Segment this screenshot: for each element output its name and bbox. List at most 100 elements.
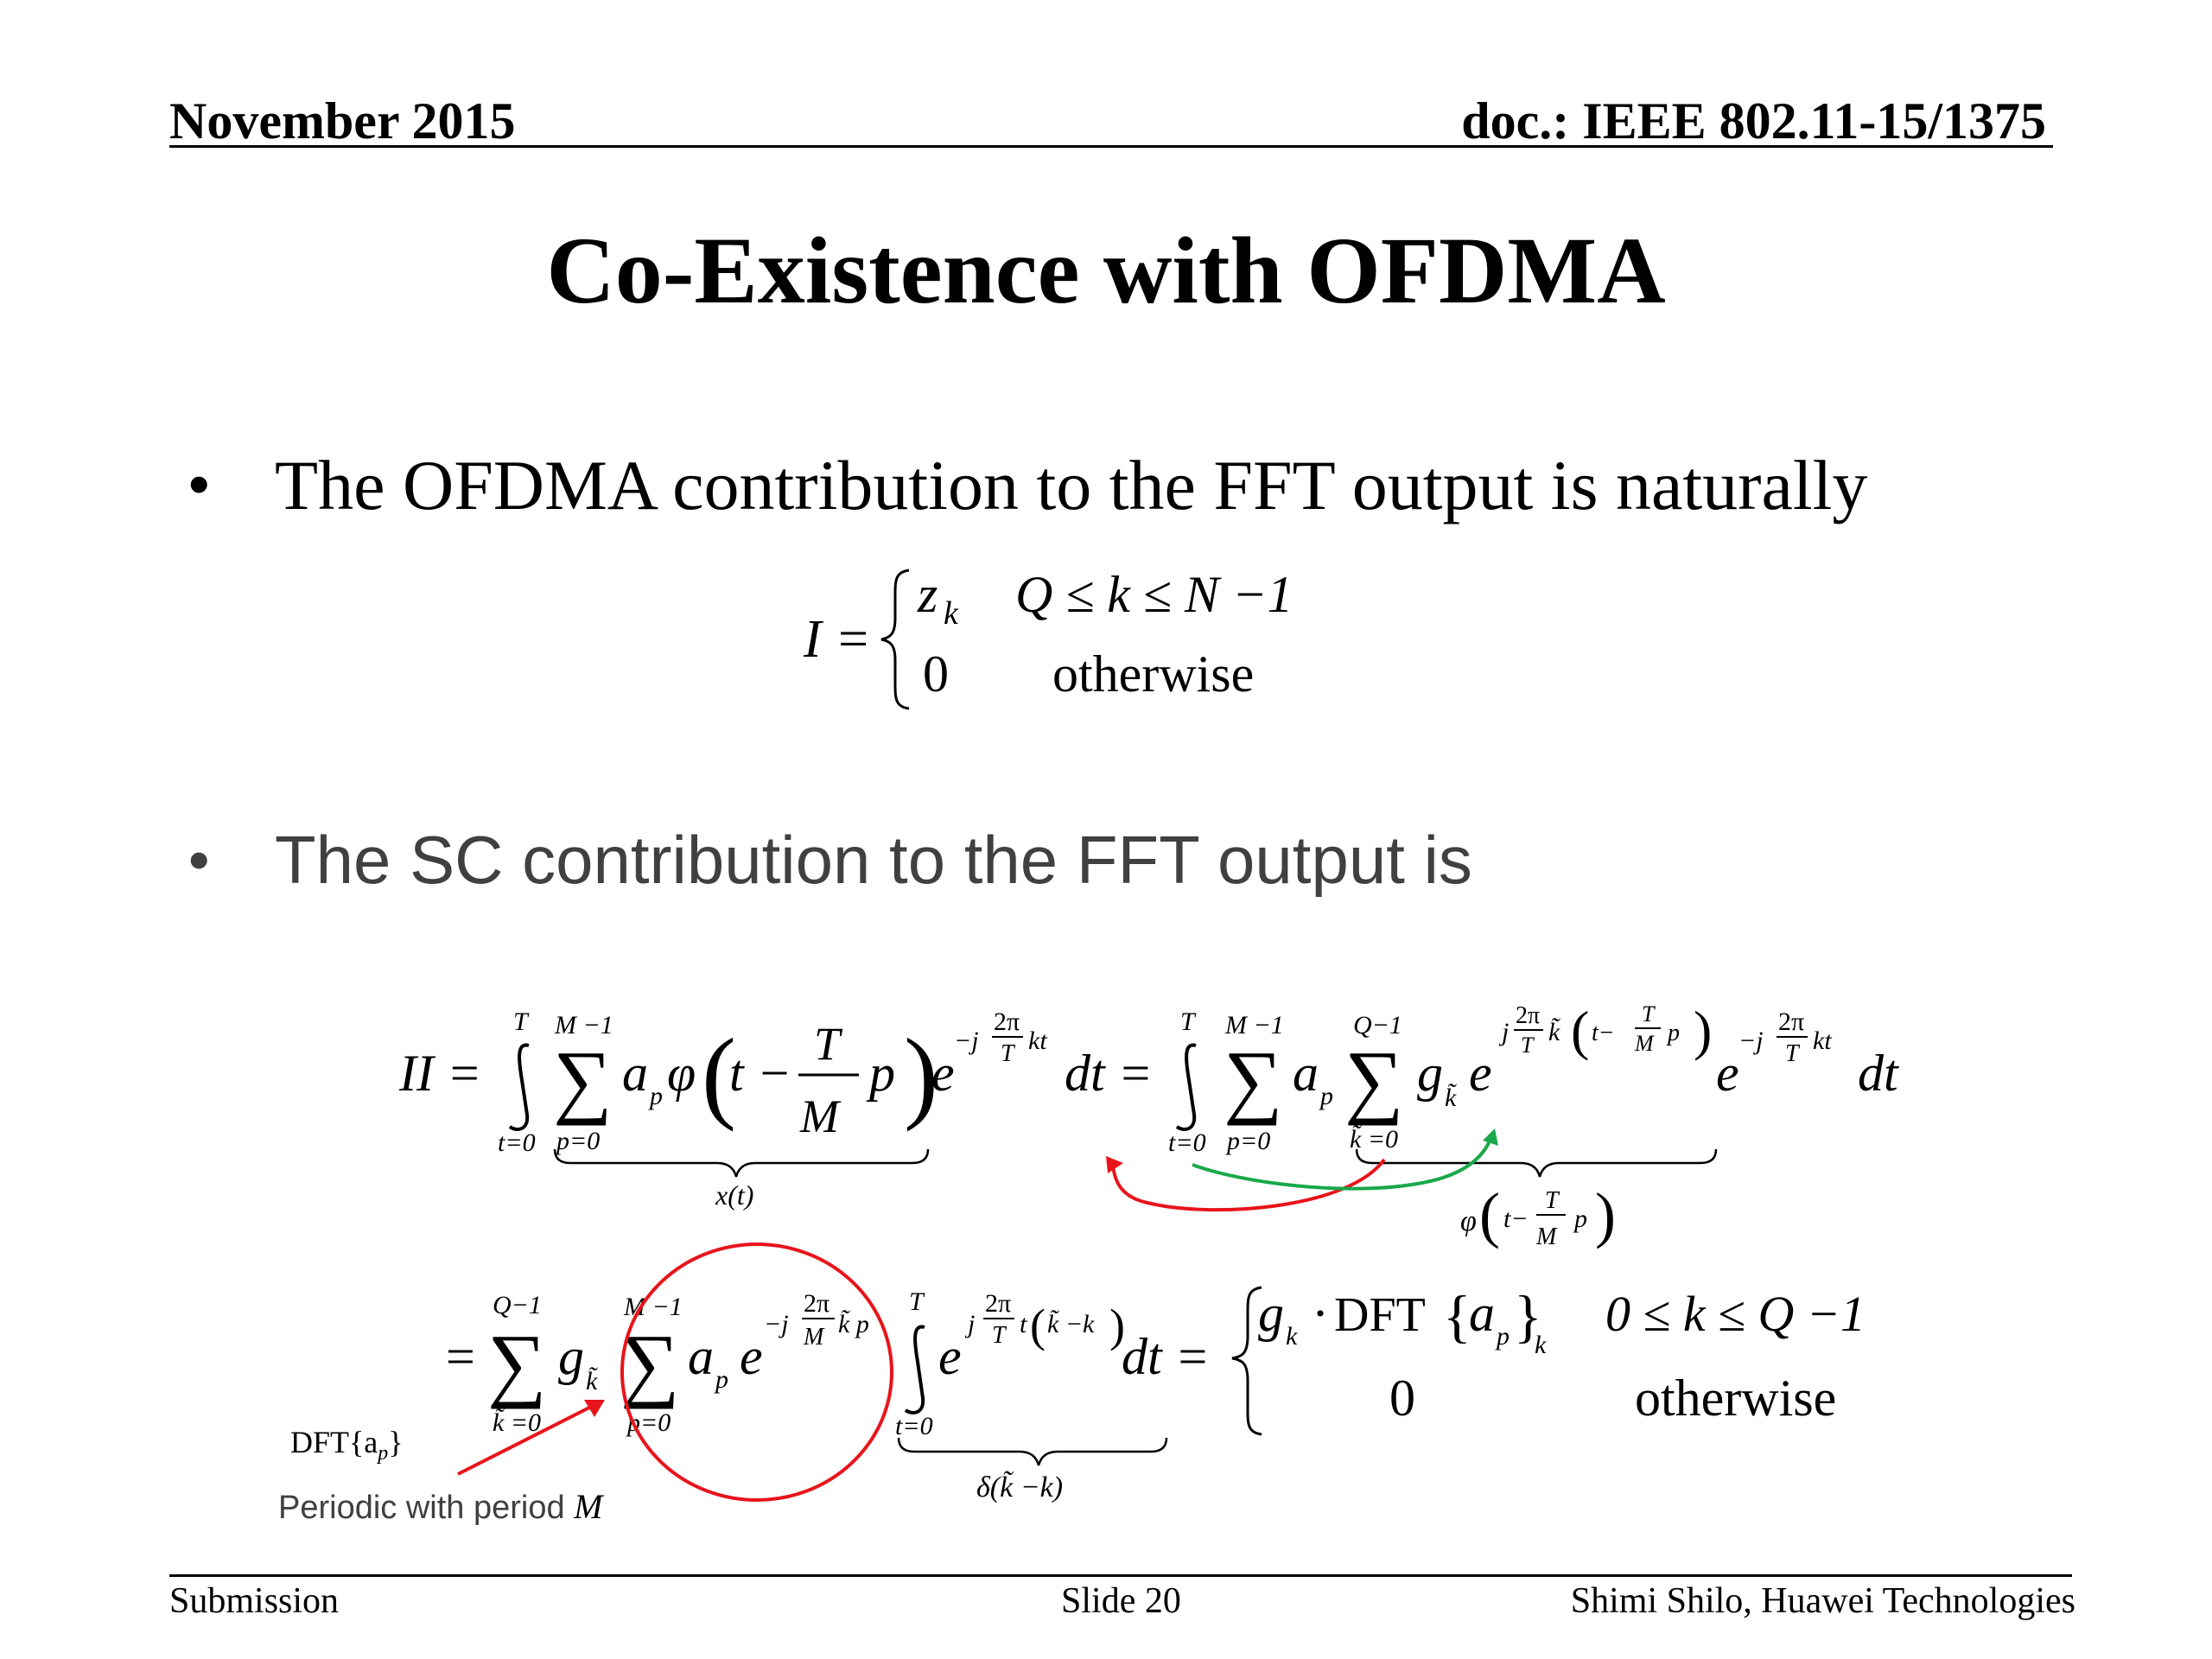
svg-text:∑: ∑ [1344,1033,1403,1126]
svg-text:p: p [866,1045,895,1102]
annotation-periodic: Periodic with period M [278,1487,603,1526]
svg-text:(: ( [1479,1180,1500,1249]
eq1-case1-condition: Q ≤ k ≤ N −1 [1015,566,1293,623]
eq1-case1-sub: k [944,595,959,632]
svg-text:Q−1: Q−1 [493,1291,542,1319]
svg-text:∑: ∑ [1224,1033,1282,1126]
svg-text:e: e [1469,1045,1492,1102]
bullet-marker-2: • [188,826,210,893]
svg-text:−j: −j [954,1027,979,1055]
svg-text:T: T [814,1018,843,1070]
svg-text:kt: kt [1813,1027,1832,1055]
svg-text:∑: ∑ [487,1317,546,1409]
svg-text:t=0: t=0 [895,1412,933,1440]
svg-text:(: ( [702,1017,736,1132]
svg-text:T: T [909,1287,925,1316]
svg-text:a: a [622,1045,648,1102]
svg-text:(: ( [1030,1300,1046,1351]
header-doc-id: doc.: IEEE 802.11-15/1375 [1461,92,2046,149]
svg-text:): ) [904,1017,938,1132]
svg-text:2π: 2π [994,1007,1020,1036]
svg-text:t −: t − [729,1045,791,1102]
svg-text:t: t [1020,1310,1027,1338]
annotation-dft: DFT{ap} [290,1425,404,1465]
svg-text:·: · [1312,1285,1329,1342]
bullet-sc: The SC contribution to the FFT output is [275,822,1472,898]
svg-text:j: j [1498,1018,1509,1046]
eq2-brace-label-phi: φ [1460,1205,1477,1237]
svg-text:e: e [938,1328,962,1385]
svg-text:k̃ =0: k̃ =0 [493,1408,541,1437]
svg-text:2π: 2π [804,1289,830,1318]
eq1-lhs: I = [803,610,871,669]
eq2-piece2-condition: otherwise [1635,1370,1836,1427]
svg-text:=: = [446,1328,475,1385]
svg-text:p=0: p=0 [1225,1127,1270,1155]
footer-slide-number: Slide 20 [1061,1581,1181,1621]
eq2-brace-label-xt: x(t) [715,1179,753,1211]
svg-text:g: g [558,1328,584,1385]
svg-text:k̃ p: k̃ p [838,1310,869,1338]
svg-text:T: T [1001,1040,1016,1067]
svg-text:p: p [1495,1322,1510,1351]
red-arrow-curve [1111,1158,1386,1212]
svg-text:T: T [992,1322,1007,1349]
header-date: November 2015 [169,92,516,149]
eq2-lhs: II = [398,1045,481,1102]
footer-author: Shimi Shilo, Huawei Technologies [1570,1581,2075,1621]
svg-text:M: M [1535,1224,1558,1250]
svg-text:k̃: k̃ [586,1367,598,1395]
svg-text:k̃: k̃ [1445,1084,1457,1112]
svg-text:t=0: t=0 [1168,1128,1206,1157]
svg-text:M: M [799,1090,842,1142]
bullet-ofdma: The OFDMA contribution to the FFT output… [275,446,1868,524]
svg-text:k: k [1286,1322,1298,1351]
svg-text:M −1: M −1 [1224,1011,1284,1039]
svg-text:p=0: p=0 [555,1127,600,1155]
footer-submission: Submission [169,1581,340,1621]
bullet-marker-1: • [188,450,210,518]
svg-text:dt: dt [1858,1045,1899,1102]
svg-text:): ) [1694,1000,1712,1061]
svg-text:M −1: M −1 [554,1011,613,1039]
header-divider [169,145,2053,148]
svg-text:p: p [1319,1082,1333,1110]
svg-text:2π: 2π [985,1289,1011,1318]
svg-text:p=0: p=0 [626,1408,671,1437]
eq2-brace-label-delta: δ(k̃ −k) [976,1470,1063,1503]
svg-text:{: { [1443,1283,1471,1349]
svg-text:k: k [1535,1331,1547,1359]
svg-text:k̃ −k: k̃ −k [1047,1310,1095,1338]
svg-text:∑: ∑ [620,1317,679,1409]
green-arrow-curve [1192,1136,1493,1191]
svg-text:e: e [931,1045,955,1102]
highlight-circle [620,1243,893,1502]
svg-text:): ) [1109,1300,1125,1351]
slide-title: Co-Existence with OFDMA [546,218,1666,323]
svg-text:2π: 2π [1516,1002,1540,1029]
svg-text:p: p [1573,1205,1587,1233]
svg-text:−j: −j [1738,1027,1764,1055]
svg-text:T: T [1545,1187,1560,1214]
svg-text:g: g [1417,1045,1443,1102]
red-arrow-annotation [457,1402,599,1476]
svg-text:T: T [1180,1007,1197,1036]
svg-text:M: M [1634,1031,1655,1056]
footer-divider [169,1574,2072,1577]
svg-text:2π: 2π [1778,1007,1804,1036]
eq1-case2-value: 0 [923,645,949,702]
svg-text:t=0: t=0 [498,1128,536,1157]
svg-text:t−: t− [1503,1205,1529,1233]
svg-text:T: T [1785,1040,1801,1067]
svg-text:a: a [688,1328,714,1385]
svg-text:(: ( [1571,1000,1589,1061]
eq2-piece2-value: 0 [1389,1370,1415,1427]
svg-text:T: T [1642,1001,1656,1027]
svg-text:Q−1: Q−1 [1353,1011,1402,1039]
eq2-dft: DFT [1334,1288,1426,1342]
svg-text:e: e [1716,1045,1739,1102]
svg-text:∑: ∑ [553,1033,612,1126]
svg-text:−j: −j [764,1310,789,1338]
svg-text:): ) [1595,1180,1616,1249]
eq2-piece1-condition: 0 ≤ k ≤ Q −1 [1605,1286,1866,1342]
